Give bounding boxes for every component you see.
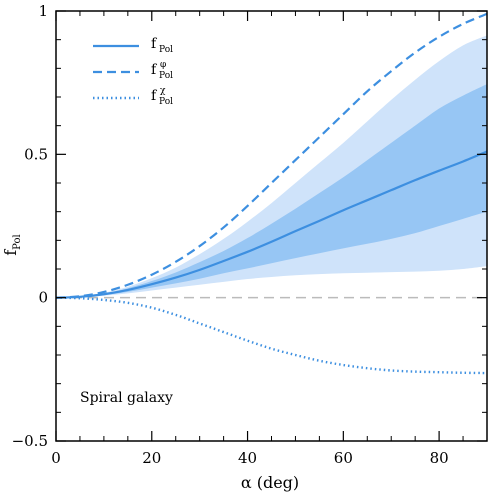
- y-axis-label-main: f: [1, 249, 20, 256]
- legend-label-sub: Pol: [159, 97, 173, 107]
- legend-label: f: [151, 88, 158, 104]
- x-tick-label: 60: [334, 449, 353, 467]
- x-tick-label: 80: [430, 449, 449, 467]
- y-axis-label: fPol: [1, 234, 23, 255]
- series-line-dotted: [56, 296, 487, 375]
- y-tick-label: −0.5: [12, 432, 48, 450]
- y-tick-label: 0.5: [24, 145, 48, 163]
- x-axis-label: α (deg): [241, 473, 299, 492]
- y-tick-label: 0: [38, 289, 48, 307]
- legend-label-sub: Pol: [159, 71, 173, 81]
- confidence-bands: [56, 35, 487, 298]
- legend-label: f: [151, 62, 158, 78]
- x-tick-label: 0: [51, 449, 61, 467]
- y-axis-label-sub: Pol: [12, 234, 23, 250]
- series-line-dashed: [56, 12, 487, 299]
- legend-label-sup: φ: [160, 60, 166, 70]
- x-tick-label: 20: [142, 449, 161, 467]
- series-lines: [56, 12, 487, 375]
- band-inner: [56, 84, 487, 298]
- legend-label-sub: Pol: [159, 45, 173, 55]
- y-tick-label: 1: [38, 2, 48, 20]
- legend-label: f: [151, 36, 158, 52]
- annotation-spiral-galaxy: Spiral galaxy: [80, 390, 173, 406]
- series-line-solid: [56, 150, 487, 299]
- axis-ticks: 0 20 40 60 80−0.500.51: [12, 2, 488, 467]
- x-tick-label: 40: [238, 449, 257, 467]
- legend-label-sup: χ: [160, 86, 166, 96]
